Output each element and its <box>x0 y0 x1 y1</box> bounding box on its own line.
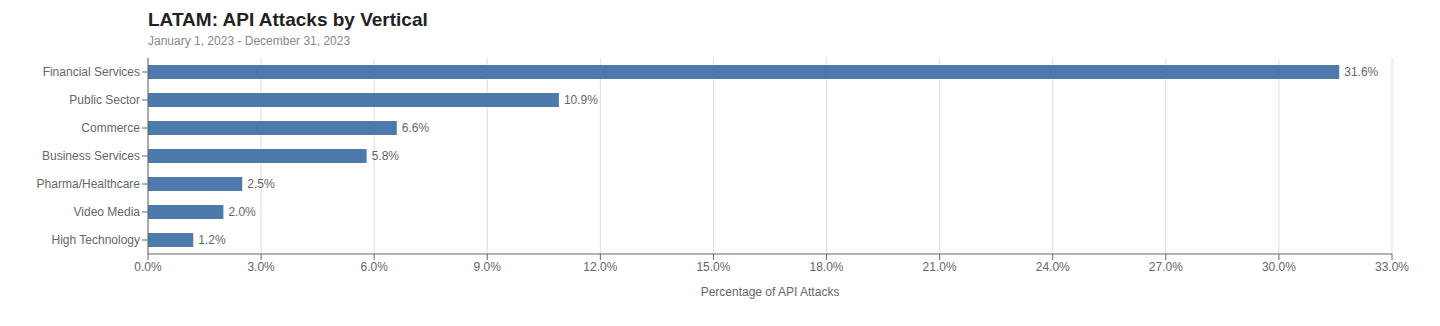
svg-text:27.0%: 27.0% <box>1149 260 1183 274</box>
svg-text:30.0%: 30.0% <box>1262 260 1296 274</box>
svg-text:6.0%: 6.0% <box>361 260 389 274</box>
svg-text:12.0%: 12.0% <box>583 260 617 274</box>
svg-text:9.0%: 9.0% <box>474 260 502 274</box>
svg-text:2.5%: 2.5% <box>247 177 275 191</box>
svg-text:Financial Services: Financial Services <box>43 65 140 79</box>
html-text:LATAM: API Attacks by Vertical: LATAM: API Attacks by Vertical <box>148 9 428 30</box>
svg-text:0.0%: 0.0% <box>134 260 162 274</box>
svg-text:Public Sector: Public Sector <box>69 93 140 107</box>
svg-text:15.0%: 15.0% <box>696 260 730 274</box>
svg-text:21.0%: 21.0% <box>923 260 957 274</box>
svg-text:33.0%: 33.0% <box>1375 260 1409 274</box>
svg-text:Pharma/Healthcare: Pharma/Healthcare <box>37 177 141 191</box>
svg-text:18.0%: 18.0% <box>810 260 844 274</box>
svg-text:24.0%: 24.0% <box>1036 260 1070 274</box>
svg-text:2.0%: 2.0% <box>228 205 256 219</box>
svg-text:Percentage of API Attacks: Percentage of API Attacks <box>701 285 840 299</box>
svg-text:Business Services: Business Services <box>42 149 140 163</box>
svg-text:3.0%: 3.0% <box>247 260 275 274</box>
svg-text:Video Media: Video Media <box>74 205 141 219</box>
svg-text:10.9%: 10.9% <box>564 93 598 107</box>
svg-text:High Technology: High Technology <box>51 233 140 247</box>
svg-text:1.2%: 1.2% <box>198 233 226 247</box>
svg-text:5.8%: 5.8% <box>372 149 400 163</box>
svg-text:6.6%: 6.6% <box>402 121 430 135</box>
svg-text:Commerce: Commerce <box>81 121 140 135</box>
html-text:January 1, 2023 - December 31,: January 1, 2023 - December 31, 2023 <box>148 34 351 48</box>
svg-text:31.6%: 31.6% <box>1344 65 1378 79</box>
